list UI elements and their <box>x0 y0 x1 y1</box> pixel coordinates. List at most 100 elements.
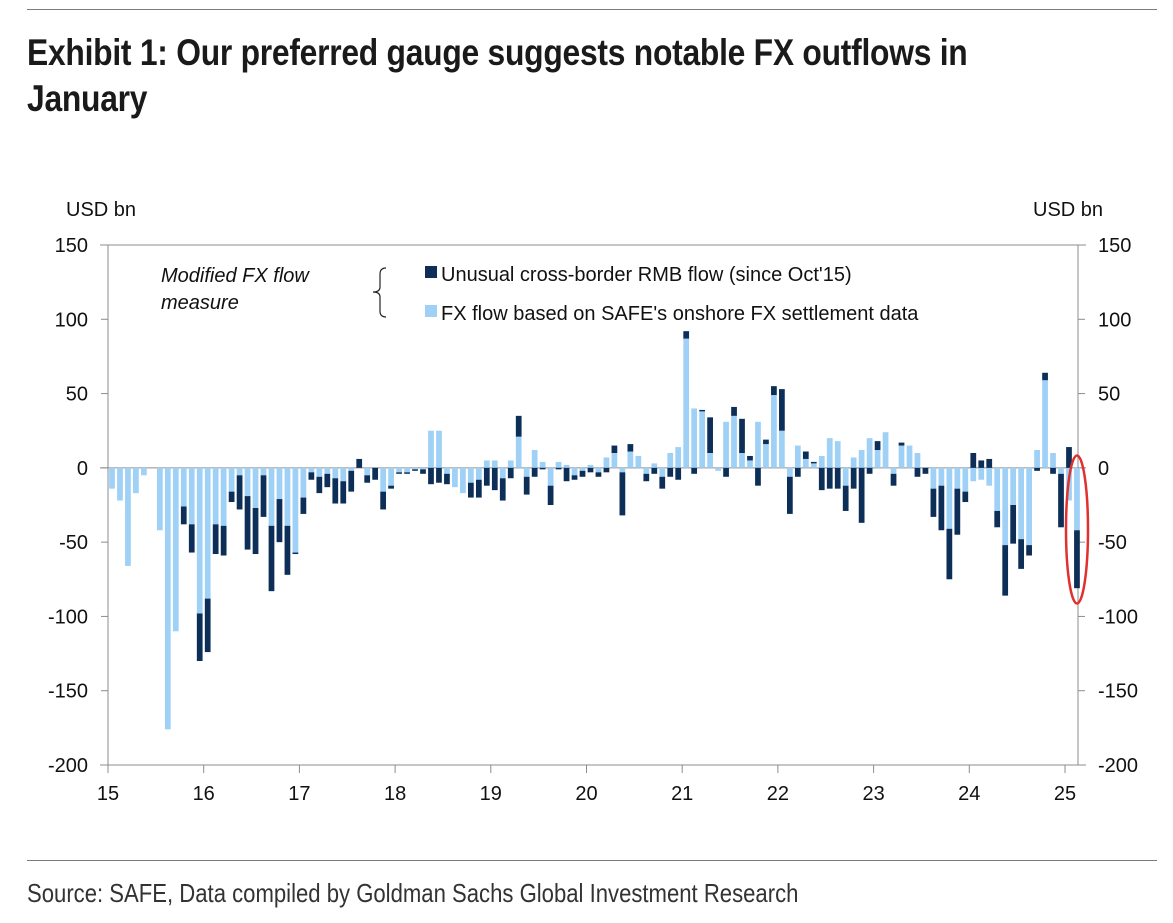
bar-unusual-rmb-flow <box>1002 545 1009 596</box>
bar-unusual-rmb-flow <box>244 496 251 550</box>
bar-safe-fx-flow <box>420 467 426 470</box>
bar-safe-fx-flow <box>962 467 969 492</box>
bar-safe-fx-flow <box>388 467 394 486</box>
bar-unusual-rmb-flow <box>268 525 275 592</box>
bar-unusual-rmb-flow <box>499 478 506 501</box>
bar-safe-fx-flow <box>396 467 402 473</box>
bar-safe-fx-flow <box>707 453 713 468</box>
y-tick-label-right: -150 <box>1098 681 1138 703</box>
source-note: Source: SAFE, Data compiled by Goldman S… <box>27 878 799 908</box>
bar-safe-fx-flow <box>228 467 235 492</box>
bar-unusual-rmb-flow <box>308 472 315 480</box>
bar-safe-fx-flow <box>675 447 682 468</box>
bar-unusual-rmb-flow <box>986 458 993 468</box>
bar-unusual-rmb-flow <box>683 331 690 339</box>
bar-safe-fx-flow <box>739 453 745 468</box>
bar-safe-fx-flow <box>515 436 522 468</box>
bar-safe-fx-flow <box>595 467 602 473</box>
bar-unusual-rmb-flow <box>436 467 442 483</box>
bar-unusual-rmb-flow <box>667 467 674 477</box>
bar-safe-fx-flow <box>467 467 474 483</box>
bar-safe-fx-flow <box>324 467 331 474</box>
bar-unusual-rmb-flow <box>858 467 865 523</box>
bar-safe-fx-flow <box>818 455 825 468</box>
bar-safe-fx-flow <box>587 464 594 468</box>
bottom-rule <box>27 860 1157 861</box>
bar-safe-fx-flow <box>715 467 721 471</box>
bar-unusual-rmb-flow <box>364 475 371 483</box>
bar-safe-fx-flow <box>930 467 937 489</box>
y-tick-label-left: 100 <box>55 309 88 331</box>
bar-unusual-rmb-flow <box>938 485 945 531</box>
bar-unusual-rmb-flow <box>874 441 881 451</box>
bar-safe-fx-flow <box>523 467 530 477</box>
bar-safe-fx-flow <box>643 467 650 474</box>
bar-unusual-rmb-flow <box>802 451 809 459</box>
bar-safe-fx-flow <box>316 467 323 477</box>
x-tick-labels: 15 16 17 18 19 20 21 22 23 24 25 <box>97 783 1076 805</box>
legend: Modified FX flow measure Unusual cross-b… <box>161 264 919 325</box>
bar-unusual-rmb-flow <box>794 467 801 477</box>
bar-unusual-rmb-flow <box>1066 447 1072 468</box>
highlight-ellipse-jan-2025 <box>1064 454 1090 605</box>
bar-safe-fx-flow <box>842 467 849 486</box>
bar-safe-fx-flow <box>483 460 490 468</box>
top-rule <box>27 9 1157 10</box>
bar-unusual-rmb-flow <box>547 485 554 505</box>
bar-unusual-rmb-flow <box>220 525 227 556</box>
bar-unusual-rmb-flow <box>412 469 418 471</box>
bar-unusual-rmb-flow <box>898 442 905 446</box>
y-tick-label-right: 100 <box>1098 309 1131 331</box>
legend-label-safe: FX flow based on SAFE's onshore FX settl… <box>441 303 919 325</box>
bar-unusual-rmb-flow <box>428 467 434 485</box>
bar-unusual-rmb-flow <box>914 467 921 477</box>
legend-note-line2: measure <box>161 292 239 314</box>
bar-safe-fx-flow <box>491 460 498 468</box>
bar-safe-fx-flow <box>810 463 817 468</box>
y-tick-label-right: -200 <box>1098 755 1138 777</box>
bar-safe-fx-flow <box>308 467 315 473</box>
bar-unusual-rmb-flow <box>316 476 323 494</box>
bar-unusual-rmb-flow <box>1074 530 1080 589</box>
x-tick-label: 18 <box>384 783 406 805</box>
bar-safe-fx-flow <box>938 467 945 486</box>
bar-safe-fx-flow <box>1074 467 1080 531</box>
bar-safe-fx-flow <box>723 421 729 468</box>
bar-safe-fx-flow <box>499 467 506 479</box>
bar-unusual-rmb-flow <box>643 473 650 482</box>
bar-unusual-rmb-flow <box>810 461 817 464</box>
y-tick-label-right: -100 <box>1098 606 1138 628</box>
bar-safe-fx-flow <box>460 467 466 494</box>
bar-safe-fx-flow <box>109 467 115 489</box>
bar-safe-fx-flow <box>1010 467 1017 505</box>
bar-unusual-rmb-flow <box>276 499 283 543</box>
bar-unusual-rmb-flow <box>404 472 410 474</box>
y-tick-label-left: -50 <box>59 532 88 554</box>
bar-safe-fx-flow <box>220 467 227 526</box>
bar-unusual-rmb-flow <box>372 467 379 480</box>
bar-unusual-rmb-flow <box>555 467 562 470</box>
bar-safe-fx-flow <box>1026 467 1032 546</box>
bar-safe-fx-flow <box>188 467 195 525</box>
bar-unusual-rmb-flow <box>260 475 267 517</box>
bar-unusual-rmb-flow <box>563 467 570 482</box>
legend-swatch-rmb <box>425 266 437 278</box>
bar-unusual-rmb-flow <box>531 467 538 477</box>
bar-safe-fx-flow <box>141 467 147 476</box>
bar-safe-fx-flow <box>802 458 809 468</box>
bar-safe-fx-flow <box>444 467 450 474</box>
bar-safe-fx-flow <box>340 467 347 482</box>
bar-unusual-rmb-flow <box>587 467 594 473</box>
bar-unusual-rmb-flow <box>930 488 937 517</box>
bar-unusual-rmb-flow <box>1058 473 1064 528</box>
bar-unusual-rmb-flow <box>659 476 666 489</box>
bar-safe-fx-flow <box>986 467 993 486</box>
y-tick-label-right: 50 <box>1098 384 1120 406</box>
bar-unusual-rmb-flow <box>763 439 769 445</box>
bar-safe-fx-flow <box>156 467 163 531</box>
y-tick-label-left: -100 <box>48 606 88 628</box>
bar-unusual-rmb-flow <box>292 552 299 555</box>
bar-safe-fx-flow <box>826 438 833 468</box>
bar-unusual-rmb-flow <box>228 491 235 503</box>
